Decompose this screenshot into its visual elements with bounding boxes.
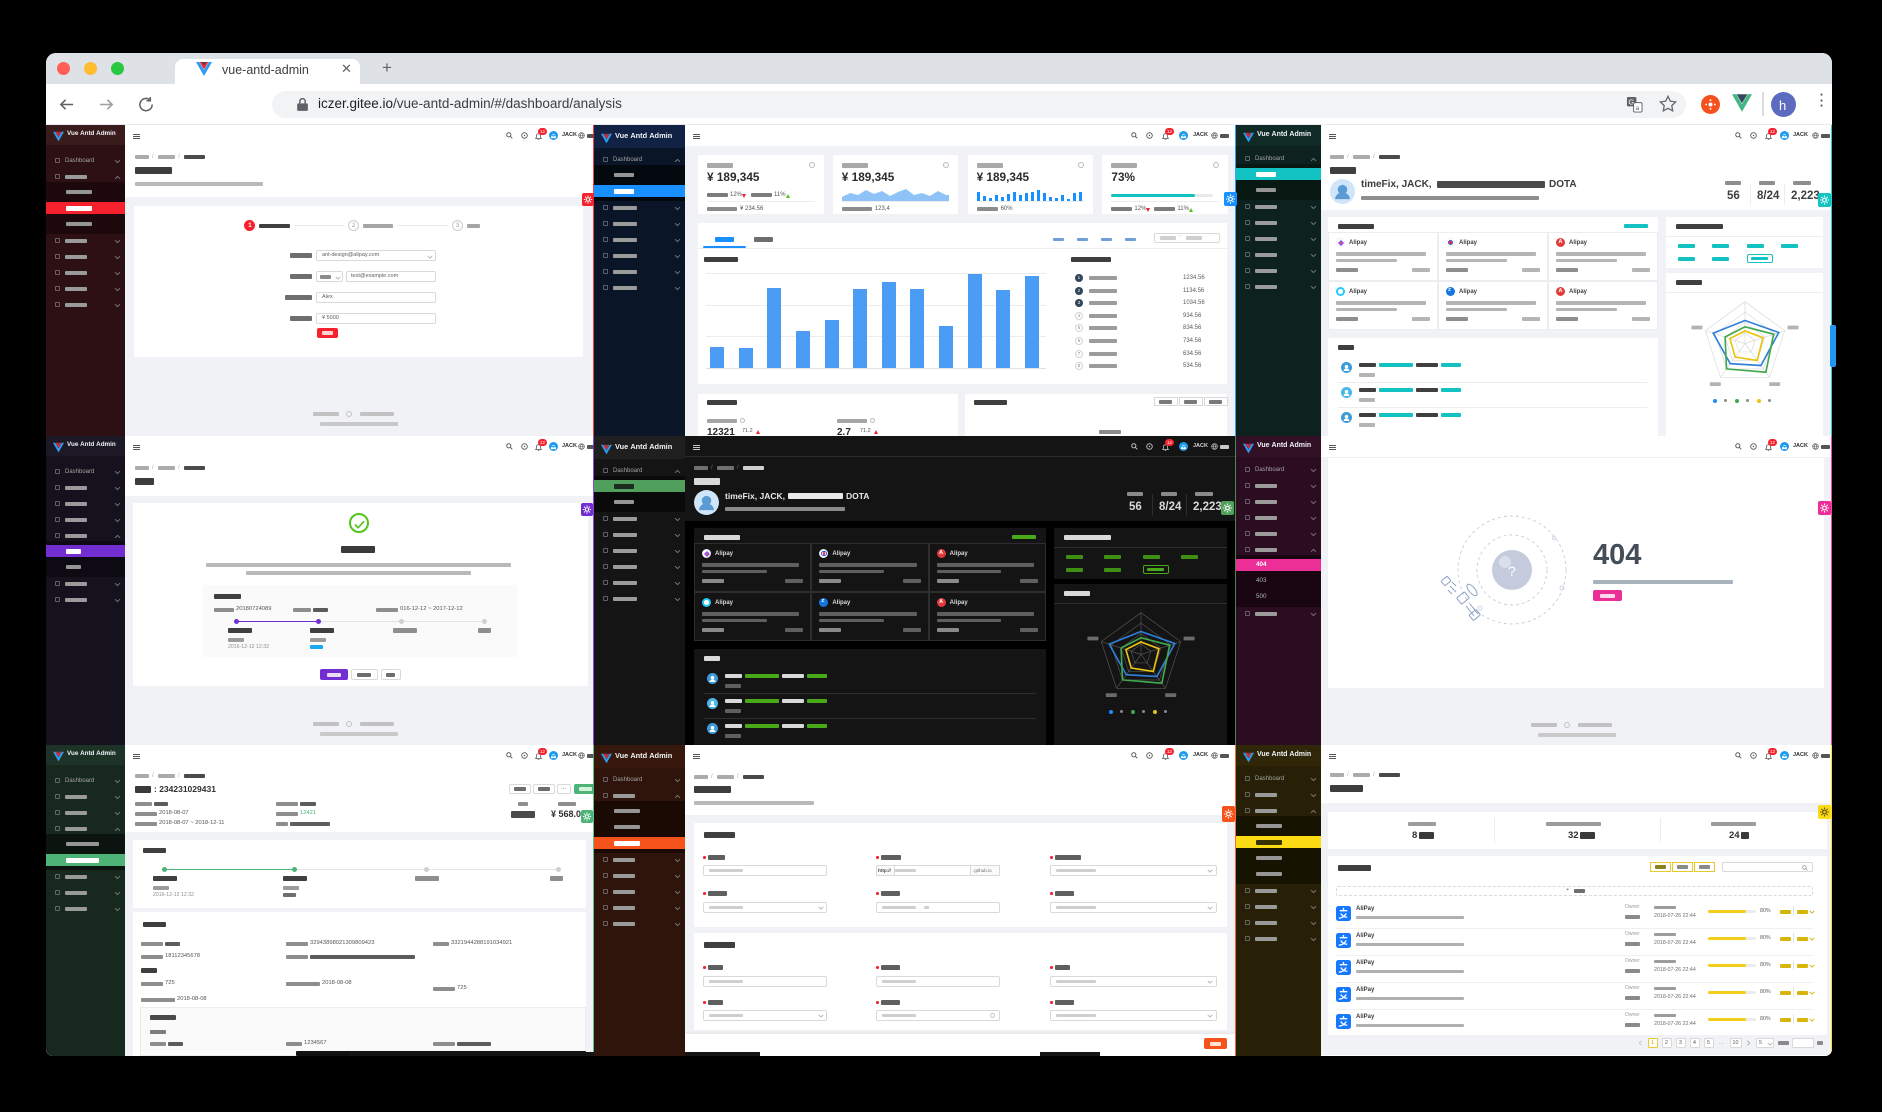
svg-text:a: a bbox=[1635, 105, 1639, 112]
svg-text:?: ? bbox=[1508, 563, 1516, 579]
svg-text:G: G bbox=[1628, 98, 1634, 107]
